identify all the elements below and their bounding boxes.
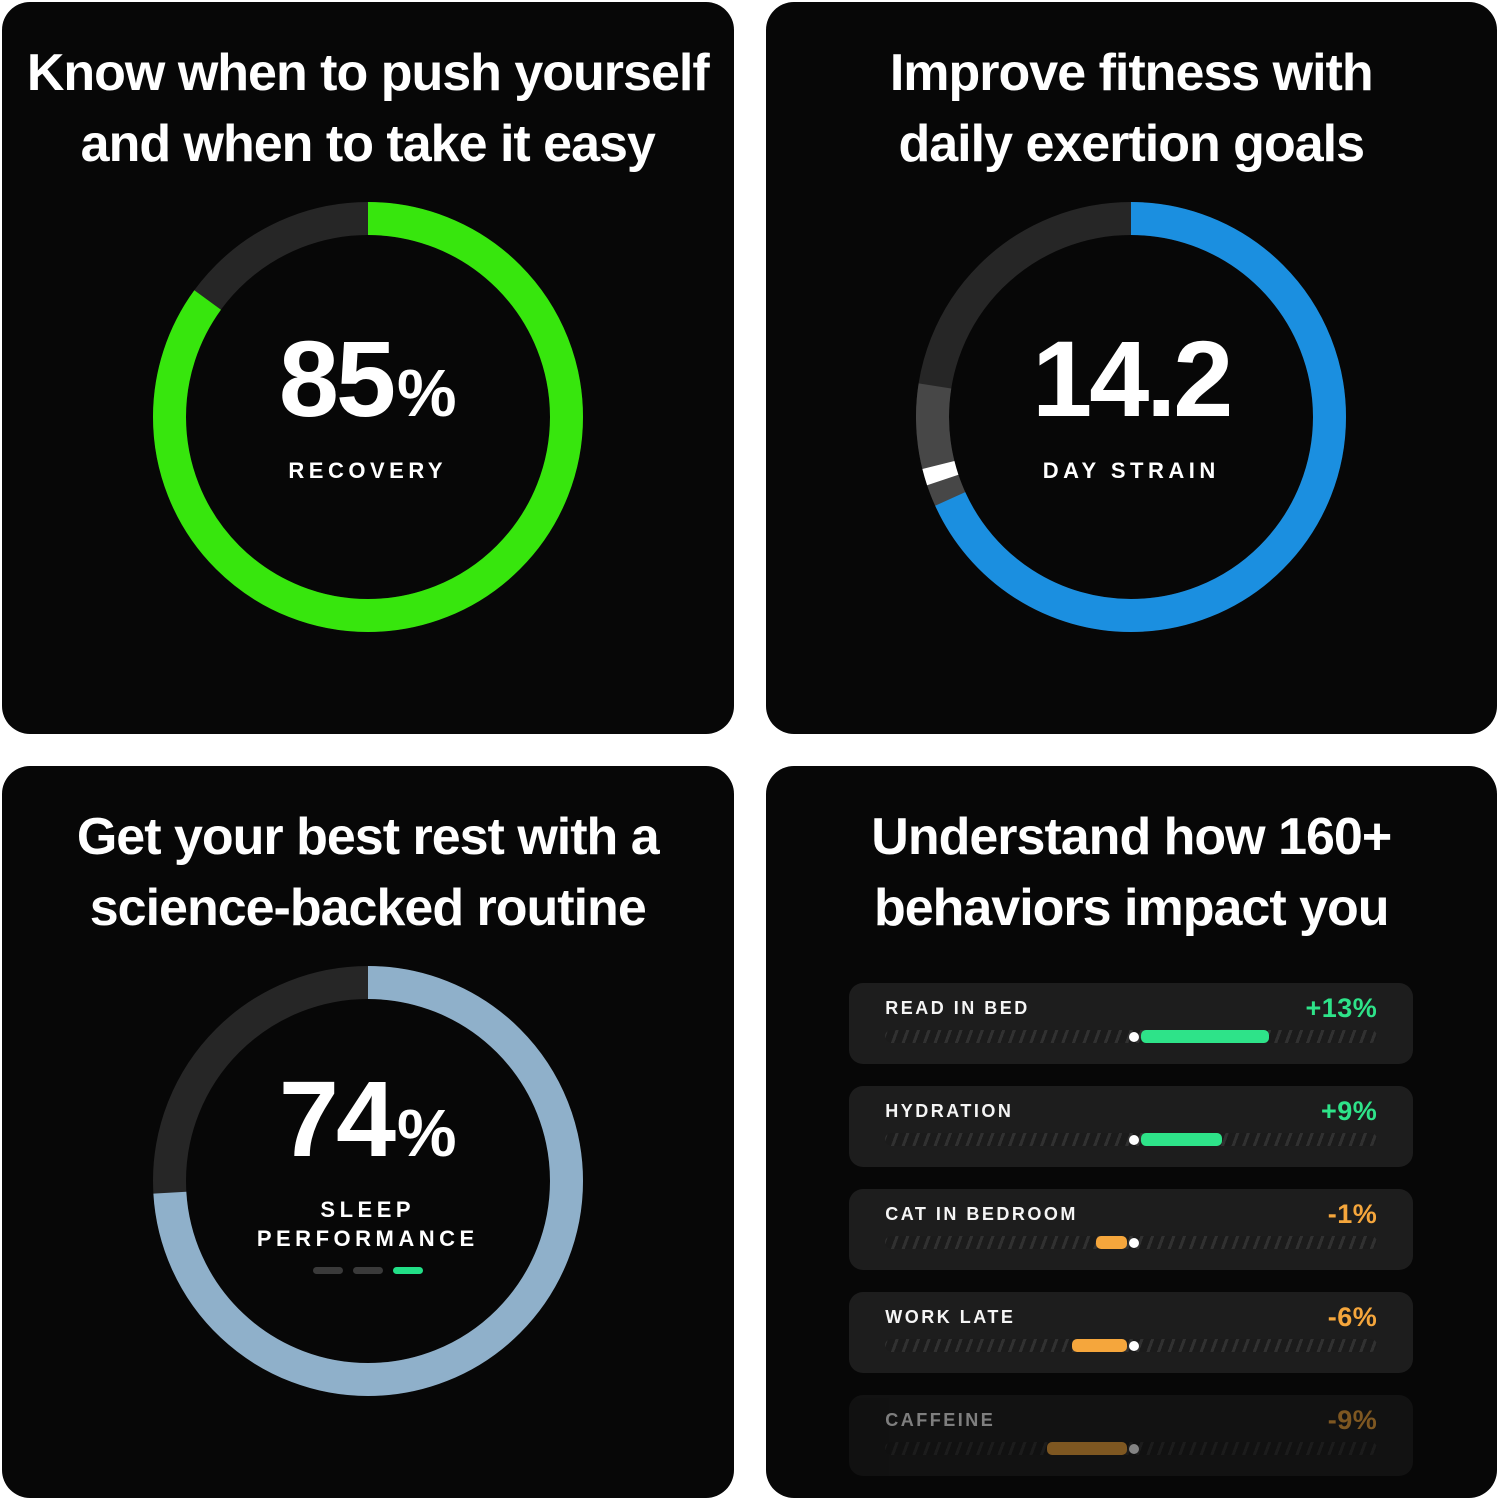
- strain-number: 14.2: [1032, 318, 1233, 440]
- strain-value: 14.2: [1032, 325, 1233, 433]
- recovery-value: 85%: [279, 325, 457, 433]
- sleep-ring-svg: [152, 966, 583, 1396]
- recovery-title-line1: Know when to push yourself: [26, 44, 710, 102]
- recovery-ring-center: 85% RECOVERY: [153, 192, 583, 622]
- behavior-track: [885, 1442, 1378, 1455]
- behavior-impact-value: -6%: [1327, 1302, 1378, 1332]
- behavior-track: [885, 1236, 1378, 1249]
- sleep-label: SLEEP PERFORMANCE: [257, 1196, 479, 1253]
- sleep-ring-center: 74% SLEEP PERFORMANCE: [153, 956, 583, 1386]
- recovery-number: 85: [278, 318, 396, 440]
- strain-ring-gauge: 14.2 DAY STRAIN: [916, 202, 1347, 632]
- panel-recovery: Know when to push yourself and when to t…: [2, 2, 734, 734]
- sleep-percent-sign: %: [397, 1095, 457, 1171]
- recovery-ring-gauge: 85% RECOVERY: [152, 202, 583, 632]
- behavior-label: HYDRATION: [885, 1101, 1014, 1121]
- behavior-impact-value: -9%: [1327, 1405, 1378, 1435]
- behavior-card: HYDRATION +9%: [849, 1086, 1414, 1167]
- baseline-dot-icon: [1128, 1340, 1139, 1351]
- sleep-dash: [352, 1267, 383, 1275]
- behavior-card: WORK LATE -6%: [849, 1292, 1414, 1373]
- sleep-title-line2: science-backed routine: [89, 878, 647, 937]
- recovery-percent-sign: %: [397, 356, 457, 432]
- baseline-dot-icon: [1128, 1031, 1139, 1042]
- strain-title: Improve fitness with daily exertion goal…: [766, 38, 1498, 179]
- behavior-list: READ IN BED +13% HYDRATION +9% CAT IN BEDROO…: [849, 983, 1414, 1476]
- recovery-title: Know when to push yourself and when to t…: [2, 38, 734, 179]
- impact-bar: [1071, 1339, 1127, 1352]
- behavior-label: CAFFEINE: [885, 1410, 996, 1430]
- behavior-card: READ IN BED +13%: [849, 983, 1414, 1064]
- strain-title-line1: Improve fitness with: [889, 44, 1374, 102]
- sleep-dash-row: [312, 1267, 423, 1275]
- behavior-track: [885, 1030, 1378, 1043]
- sleep-ring-gauge: 74% SLEEP PERFORMANCE: [152, 966, 583, 1396]
- sleep-label-line2: PERFORMANCE: [256, 1225, 479, 1251]
- behavior-track: [885, 1339, 1378, 1352]
- panel-strain: Improve fitness with daily exertion goal…: [765, 2, 1498, 734]
- baseline-dot-icon: [1128, 1237, 1139, 1248]
- behavior-track: [885, 1133, 1378, 1146]
- impact-bar: [1140, 1133, 1222, 1146]
- behavior-label: CAT IN BEDROOM: [885, 1204, 1078, 1224]
- sleep-number: 74: [278, 1057, 396, 1179]
- sleep-title-line1: Get your best rest with a: [76, 808, 660, 866]
- strain-ring-svg: [916, 202, 1347, 632]
- recovery-label: RECOVERY: [288, 458, 448, 483]
- behaviors-title-line2: behaviors impact you: [873, 878, 1390, 937]
- sleep-title: Get your best rest with a science-backed…: [2, 802, 734, 943]
- impact-bar: [1140, 1030, 1269, 1043]
- strain-title-line2: daily exertion goals: [898, 114, 1365, 173]
- behaviors-title: Understand how 160+ behaviors impact you: [766, 802, 1498, 943]
- impact-bar: [1095, 1236, 1127, 1249]
- sleep-dash: [312, 1267, 343, 1275]
- panel-behaviors: Understand how 160+ behaviors impact you…: [765, 766, 1498, 1498]
- behavior-card: CAFFEINE -9%: [849, 1395, 1414, 1476]
- recovery-title-line2: and when to take it easy: [80, 114, 656, 173]
- sleep-dash: [392, 1267, 423, 1275]
- behavior-impact-value: +13%: [1305, 993, 1378, 1023]
- strain-label: DAY STRAIN: [1042, 458, 1220, 483]
- behavior-card: CAT IN BEDROOM -1%: [849, 1189, 1414, 1270]
- behavior-label: WORK LATE: [885, 1307, 1016, 1327]
- baseline-dot-icon: [1128, 1443, 1139, 1454]
- baseline-dot-icon: [1128, 1134, 1139, 1145]
- behavior-impact-value: +9%: [1320, 1096, 1378, 1126]
- behaviors-title-line1: Understand how 160+: [871, 808, 1392, 866]
- behavior-impact-value: -1%: [1327, 1199, 1378, 1229]
- sleep-label-line1: SLEEP: [320, 1197, 416, 1223]
- panel-sleep: Get your best rest with a science-backed…: [2, 766, 734, 1498]
- impact-bar: [1046, 1442, 1127, 1455]
- sleep-value: 74%: [279, 1064, 457, 1172]
- recovery-ring-svg: [152, 202, 583, 632]
- behavior-label: READ IN BED: [885, 998, 1030, 1018]
- strain-ring-center: 14.2 DAY STRAIN: [916, 192, 1346, 622]
